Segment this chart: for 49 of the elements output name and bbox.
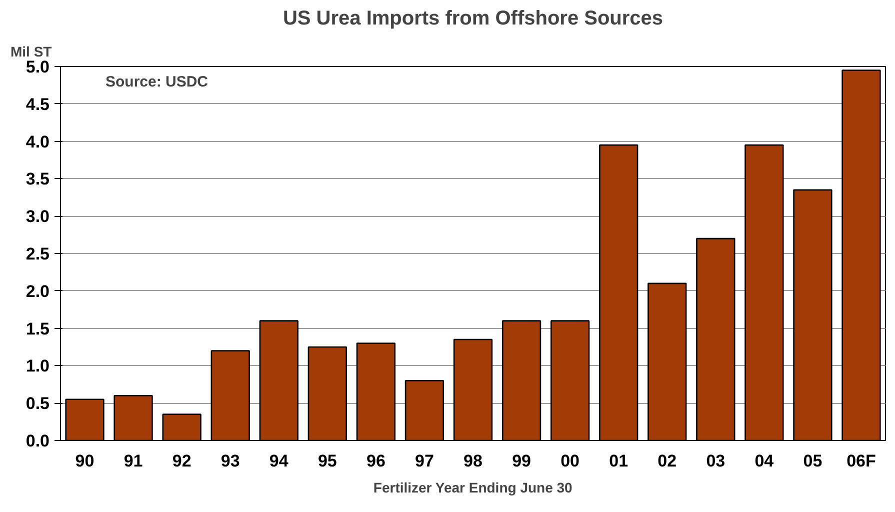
bar [842,70,881,440]
x-tick-label: 94 [269,452,289,470]
bar [648,282,687,440]
x-tick-label: 02 [658,452,677,470]
bar [453,338,493,440]
x-tick-label: 99 [512,452,531,470]
bar [599,144,638,440]
x-tick-label: 92 [172,452,192,470]
y-tick-label: 2.5 [26,244,50,264]
y-axis-title: Mil ST [10,44,52,60]
y-tick-label: 3.5 [26,170,50,189]
x-axis-title: Fertilizer Year Ending June 30 [373,480,573,496]
y-tick-label: 2.0 [26,282,50,301]
bar [550,320,590,440]
bar [65,398,104,440]
bar [114,394,153,440]
bar [162,414,202,440]
y-tick-label: 3.0 [26,207,50,226]
y-tick-label: 0.5 [26,394,50,414]
y-tick-label: 5.0 [26,58,50,76]
y-tick-label: 1.5 [26,319,50,338]
y-tick-label: 4.5 [26,94,50,114]
bar [356,342,396,440]
x-tick-label: 05 [803,452,822,470]
x-tick-label: 96 [366,452,386,470]
x-tick-label: 06F [846,452,876,470]
x-tick-label: 90 [75,452,94,470]
bar [793,189,832,440]
x-tick-label: 91 [124,452,143,470]
y-tick-label: 4.0 [26,132,50,152]
y-tick-label: 0.0 [26,432,50,450]
bar [502,320,542,440]
x-tick-label: 98 [464,452,482,470]
bar [744,144,784,440]
bar [259,320,298,440]
bar [404,380,444,440]
chart-title: US Urea Imports from Offshore Sources [282,8,664,30]
y-tick-label: 1.0 [26,356,50,376]
bar [696,238,736,440]
x-tick-label: 00 [560,452,580,470]
x-tick-label: 97 [415,452,434,470]
x-tick-label: 95 [318,452,337,470]
x-tick-label: 01 [609,452,628,470]
annotation: Source: USDC [106,74,208,90]
x-tick-label: 04 [754,452,774,470]
bar [210,350,250,440]
x-tick-label: 03 [706,452,726,470]
x-tick-label: 93 [220,452,240,470]
bar [308,346,347,440]
